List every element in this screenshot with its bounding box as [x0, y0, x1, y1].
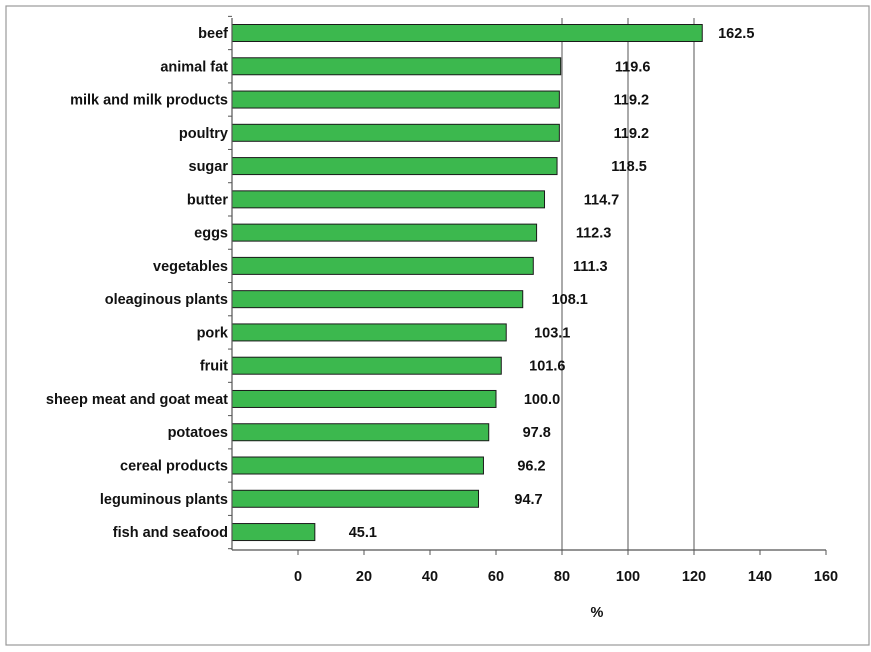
- data-label: 96.2: [517, 459, 545, 475]
- bar: [231, 123, 560, 142]
- data-label: 114.7: [584, 192, 620, 208]
- x-tick-label: 20: [356, 569, 372, 585]
- category-label: vegetables: [153, 259, 228, 275]
- category-label: fruit: [200, 359, 228, 375]
- data-label: 108.1: [552, 292, 588, 308]
- bar: [231, 90, 560, 109]
- data-label: 119.6: [615, 59, 651, 75]
- bars: [231, 24, 703, 542]
- bar: [231, 24, 703, 42]
- category-label: leguminous plants: [100, 492, 228, 508]
- data-label: 101.6: [529, 359, 565, 375]
- category-label: animal fat: [160, 59, 228, 75]
- bar: [231, 256, 534, 275]
- bar: [231, 190, 546, 209]
- data-label: 94.7: [514, 492, 542, 508]
- data-label: 45.1: [349, 525, 377, 541]
- category-label: sugar: [189, 159, 229, 175]
- bar: [231, 57, 562, 76]
- x-tick-label: 60: [488, 569, 504, 585]
- x-axis-title: %: [591, 605, 604, 621]
- data-label: 103.1: [534, 325, 570, 341]
- x-tick-label: 0: [294, 569, 302, 585]
- outer-border: [5, 5, 870, 646]
- data-label: 119.2: [614, 126, 650, 142]
- x-tick-label: 40: [422, 569, 438, 585]
- data-label: 100.0: [524, 392, 560, 408]
- x-tick-label: 160: [814, 569, 838, 585]
- category-label: poultry: [179, 126, 228, 142]
- grid-lines: [561, 18, 695, 550]
- category-labels: beef animal fat milk and milk products poul…: [46, 26, 229, 541]
- bar: [231, 523, 316, 542]
- bar: [231, 323, 507, 342]
- data-label: 118.5: [611, 159, 647, 175]
- data-label: 111.3: [573, 259, 608, 275]
- category-label: cereal products: [120, 459, 228, 475]
- x-tick-label: 120: [682, 569, 706, 585]
- bar: [231, 157, 558, 176]
- category-label: oleaginous plants: [105, 292, 228, 308]
- category-label: potatoes: [168, 425, 228, 441]
- tick-labels: 0 20 40 60 80 100 120 140 160: [294, 569, 838, 585]
- bar: [231, 489, 480, 508]
- axes: [228, 15, 827, 555]
- data-label: 119.2: [614, 93, 650, 109]
- bar: [231, 223, 538, 242]
- x-tick-label: 140: [748, 569, 772, 585]
- category-label: fish and seafood: [113, 525, 228, 541]
- data-label: 112.3: [576, 226, 612, 242]
- category-label: butter: [187, 192, 228, 208]
- x-tick-label: 80: [554, 569, 570, 585]
- bar: [231, 456, 484, 475]
- bar: [231, 389, 497, 408]
- category-label: sheep meat and goat meat: [46, 392, 228, 408]
- x-tick-label: 100: [616, 569, 640, 585]
- category-label: beef: [198, 26, 228, 42]
- data-labels: 162.5 119.6 119.2 119.2 118.5 114.7 112.3 111.3…: [349, 26, 755, 541]
- data-label: 97.8: [523, 425, 551, 441]
- bar: [231, 356, 502, 375]
- category-label: milk and milk products: [70, 93, 228, 109]
- bar: [231, 290, 524, 309]
- bar: [231, 423, 490, 442]
- category-label: eggs: [194, 226, 228, 242]
- category-label: pork: [197, 325, 229, 341]
- data-label: 162.5: [718, 26, 754, 42]
